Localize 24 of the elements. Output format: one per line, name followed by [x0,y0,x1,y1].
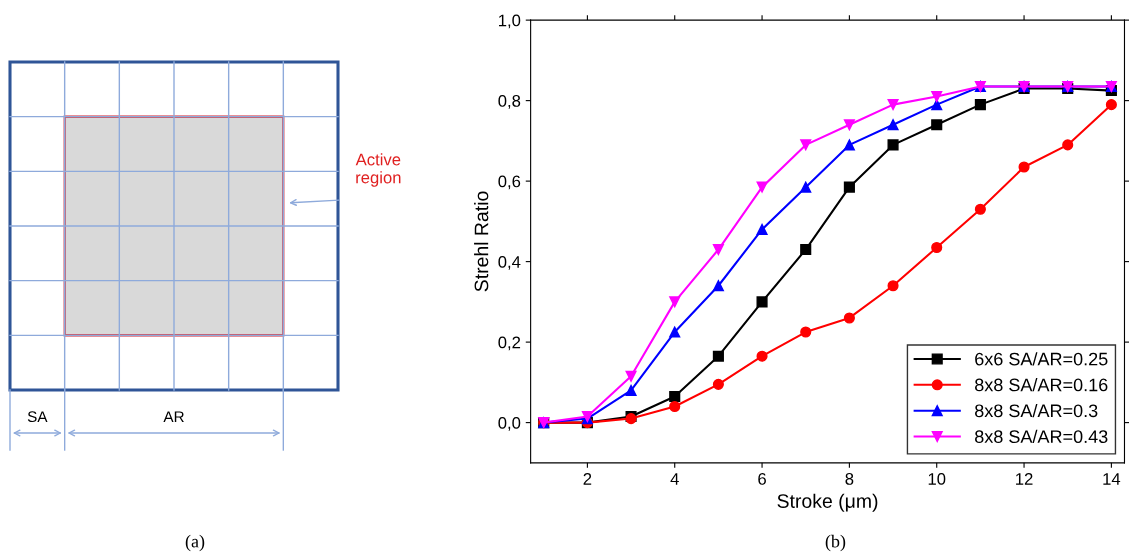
text: (b) [825,534,846,552]
y-axis-title: Strehl Ratio [474,191,489,292]
y-tick-label: 0,4 [498,256,521,270]
legend-label: 8x8 SA/AR=0.43 [975,429,1108,444]
y-tick-label: 0,2 [498,336,521,351]
text: Active region [355,153,401,187]
x-tick-label: 8 [845,473,854,485]
y-tick-label: 0,8 [498,95,521,109]
text: AR [163,411,184,422]
text: SA [27,411,48,423]
x-tick-label: 10 [928,473,946,485]
x-tick-label: 6 [758,473,766,485]
y-tick-label: 0,6 [498,175,521,190]
x-tick-label: 2 [583,473,592,485]
x-tick-label: 12 [1016,473,1033,485]
y-tick-label: 0,0 [498,417,521,431]
legend-label: 8x8 SA/AR=0.3 [975,403,1098,418]
text: (a) [185,534,205,552]
x-tick-label: 14 [1103,473,1121,485]
x-axis-title: Stroke (μm) [777,493,878,512]
legend-label: 8x8 SA/AR=0.16 [975,378,1108,392]
x-tick-label: 4 [670,473,679,485]
y-tick-label: 1,0 [499,14,521,29]
legend-label: 6x6 SA/AR=0.25 [975,352,1108,366]
